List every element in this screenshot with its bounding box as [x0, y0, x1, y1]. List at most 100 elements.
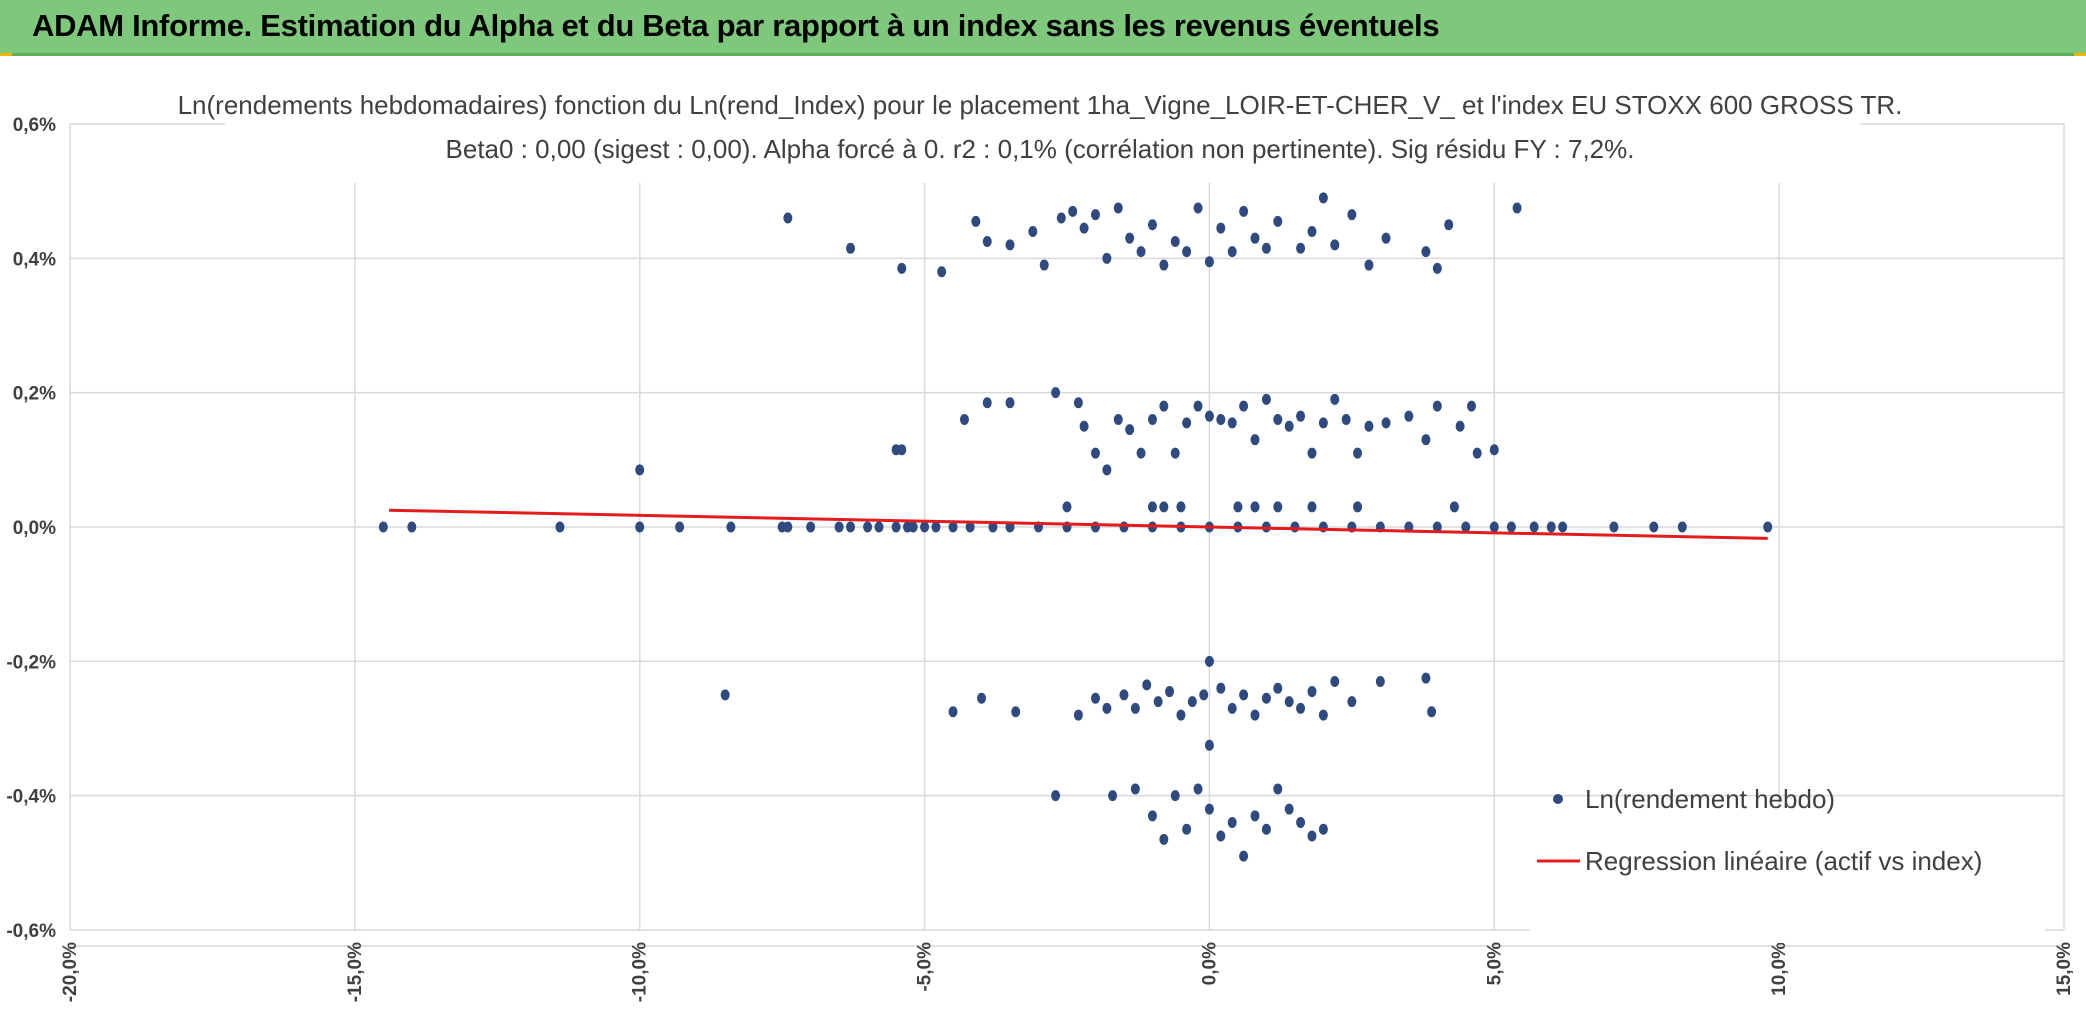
data-point	[1113, 202, 1123, 214]
data-point	[806, 521, 816, 533]
data-point	[1159, 501, 1169, 513]
data-point	[1353, 447, 1363, 459]
data-point	[1239, 689, 1249, 701]
data-point	[1165, 686, 1175, 698]
data-point	[1284, 803, 1294, 815]
x-tick-label: 10,0%	[1769, 942, 1790, 996]
data-point	[846, 242, 856, 254]
data-point	[982, 236, 992, 248]
data-point	[891, 521, 901, 533]
data-point	[1364, 259, 1374, 271]
data-point	[1125, 424, 1135, 436]
data-point	[1005, 397, 1015, 409]
data-point	[1466, 400, 1476, 412]
data-point	[977, 692, 987, 704]
data-point	[897, 444, 907, 456]
data-point	[1296, 702, 1306, 714]
data-point	[1381, 232, 1391, 244]
data-point	[783, 212, 793, 224]
data-point	[1005, 239, 1015, 251]
legend: Ln(rendement hebdo) Regression linéaire …	[1530, 784, 2045, 943]
data-point	[1307, 447, 1317, 459]
data-point	[1273, 783, 1283, 795]
data-point	[1427, 706, 1437, 718]
data-point	[1330, 393, 1340, 405]
data-point	[720, 689, 730, 701]
data-point	[1421, 434, 1431, 446]
x-tick-label: -15,0%	[345, 942, 366, 1002]
data-point	[965, 521, 975, 533]
data-point	[1102, 252, 1112, 264]
data-point	[1512, 202, 1522, 214]
data-point	[1068, 205, 1078, 217]
data-point	[1227, 817, 1237, 829]
data-point	[1432, 400, 1442, 412]
data-point	[988, 521, 998, 533]
header-bar: ADAM Informe. Estimation du Alpha et du …	[0, 0, 2086, 56]
y-tick-label: 0,2%	[13, 384, 56, 405]
x-tick-label: -10,0%	[630, 942, 651, 1002]
data-point	[1216, 414, 1226, 426]
data-point	[1204, 803, 1214, 815]
data-point	[1353, 501, 1363, 513]
data-point	[378, 521, 388, 533]
data-point	[1318, 192, 1328, 204]
data-point	[1062, 501, 1072, 513]
data-point	[1273, 682, 1283, 694]
data-point	[1455, 420, 1465, 432]
data-point	[1284, 696, 1294, 708]
chart-title: Ln(rendements hebdomadaires) fonction du…	[178, 90, 1903, 120]
regression-line-group	[389, 508, 1768, 540]
title-background	[225, 83, 1860, 183]
y-tick-label: 0,0%	[13, 518, 56, 539]
data-point	[1227, 702, 1237, 714]
data-point	[1250, 709, 1260, 721]
data-point	[908, 521, 918, 533]
data-point	[1449, 501, 1459, 513]
data-point	[1472, 447, 1482, 459]
data-point	[1296, 817, 1306, 829]
data-point	[1261, 692, 1271, 704]
data-point	[1227, 417, 1237, 429]
data-point	[1056, 212, 1066, 224]
data-point	[1193, 400, 1203, 412]
data-point	[1233, 501, 1243, 513]
data-point	[1558, 521, 1568, 533]
x-tick-label: 15,0%	[2054, 942, 2075, 996]
data-points	[378, 192, 1773, 862]
data-point	[1113, 414, 1123, 426]
data-point	[635, 521, 645, 533]
data-point	[1421, 672, 1431, 684]
data-point	[931, 521, 941, 533]
data-point	[1261, 242, 1271, 254]
data-point	[1250, 501, 1260, 513]
data-point	[1296, 242, 1306, 254]
data-point	[1375, 675, 1385, 687]
data-point	[555, 521, 565, 533]
data-point	[982, 397, 992, 409]
data-point	[1381, 417, 1391, 429]
y-tick-label: 0,4%	[13, 249, 56, 270]
data-point	[1609, 521, 1619, 533]
data-point	[1364, 420, 1374, 432]
data-point	[846, 521, 856, 533]
data-point	[1159, 400, 1169, 412]
chart-subtitle: Beta0 : 0,00 (sigest : 0,00). Alpha forc…	[446, 134, 1635, 164]
y-tick-label: 0,6%	[13, 115, 56, 136]
x-tick-label: 5,0%	[1484, 942, 1505, 985]
data-point	[407, 521, 417, 533]
data-point	[726, 521, 736, 533]
scatter-chart: 0,6% 0,4% 0,2% 0,0% -0,2% -0,4% -0,6%-20,0% -15…	[0, 56, 2086, 1035]
data-point	[1204, 739, 1214, 751]
data-point	[1028, 225, 1038, 237]
data-point	[1090, 692, 1100, 704]
data-point	[1079, 420, 1089, 432]
data-point	[1546, 521, 1556, 533]
data-point	[1204, 256, 1214, 268]
legend-background	[1530, 808, 2045, 943]
data-point	[1529, 521, 1539, 533]
data-point	[1147, 810, 1157, 822]
data-point	[1142, 679, 1152, 691]
data-point	[1051, 387, 1061, 399]
data-point	[1170, 790, 1180, 802]
